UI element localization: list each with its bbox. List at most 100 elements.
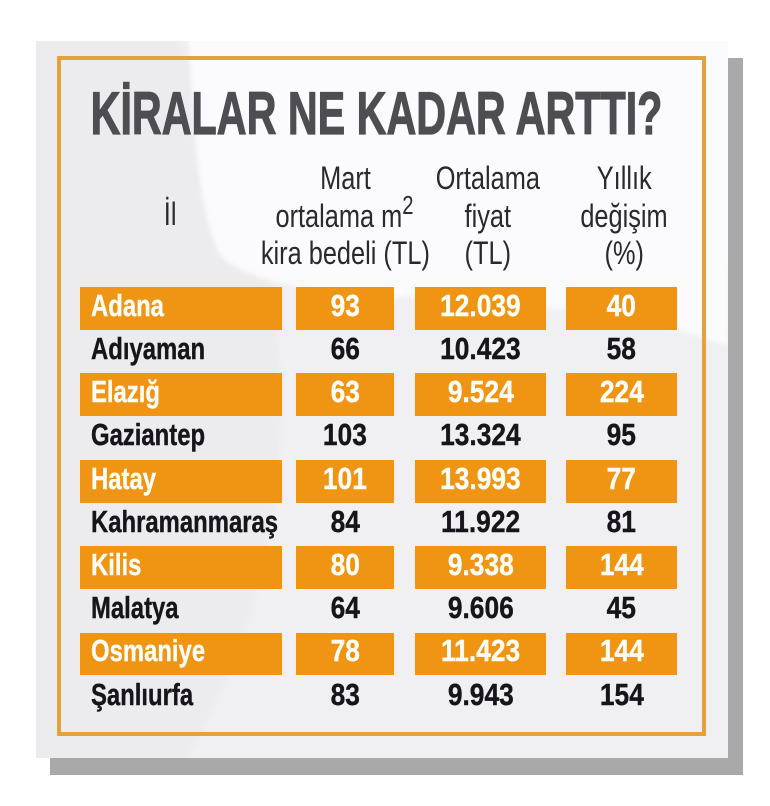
cell-yearly-change: 144 (566, 632, 677, 676)
cell-average-price: 13.993 (415, 459, 546, 503)
cell-text: 9.338 (447, 547, 514, 583)
cell-text: Hatay (91, 460, 157, 496)
cell-text: 9.606 (447, 590, 514, 626)
column-header-degisim: Yıllık değişim (%) (524, 160, 724, 273)
cell-text: 40 (606, 287, 637, 323)
cell-text: 224 (599, 374, 644, 410)
header-line: Yıllık (524, 160, 724, 198)
cell-yearly-change: 58 (566, 330, 677, 373)
cell-text: Kilis (91, 547, 142, 583)
column-header-fiyat: Ortalama fiyat (TL) (388, 160, 588, 273)
cell-province: Kahramanmaraş (80, 503, 282, 546)
cell-rent-per-m2: 63 (296, 373, 394, 417)
cell-rent-per-m2: 83 (296, 676, 394, 719)
header-line-text: kira bedeli (TL) (260, 235, 430, 271)
cell-text: 84 (330, 503, 360, 539)
header-line-text: Ortalama (435, 160, 541, 196)
cell-text: 95 (606, 417, 637, 453)
cell-text: 77 (606, 460, 637, 496)
cell-text: 11.922 (440, 503, 521, 539)
cell-text: Osmaniye (91, 633, 206, 669)
cell-text: 13.993 (440, 460, 521, 496)
cell-yearly-change: 224 (566, 373, 677, 417)
cell-text: 103 (323, 417, 367, 453)
cell-rent-per-m2: 80 (296, 546, 394, 589)
cell-rent-per-m2: 66 (296, 330, 394, 373)
cell-average-price: 10.423 (415, 330, 546, 373)
cell-text: 101 (323, 460, 367, 496)
header-line-text: İl (163, 196, 177, 232)
superscript-2: 2 (402, 189, 415, 220)
cell-province: Kilis (80, 546, 282, 589)
cell-rent-per-m2: 101 (296, 459, 394, 503)
cell-text: 144 (599, 547, 644, 583)
cell-text: 12.039 (440, 287, 521, 323)
header-line: değişim (524, 198, 724, 236)
watermark-highlight (188, 41, 728, 346)
cell-text: 80 (330, 547, 360, 583)
cell-average-price: 9.943 (415, 676, 546, 719)
page-title-text: KİRALAR NE KADAR ARTTI? (90, 80, 663, 147)
cell-average-price: 9.606 (415, 589, 546, 632)
cell-average-price: 9.338 (415, 546, 546, 589)
header-line-text-main: ortalama m (275, 197, 403, 234)
header-line-text: Mart (319, 160, 371, 196)
page-title: KİRALAR NE KADAR ARTTI? (57, 80, 706, 147)
cell-average-price: 12.039 (415, 287, 546, 330)
column-header-il: İl (120, 196, 220, 234)
cell-text: 64 (330, 590, 360, 626)
cell-rent-per-m2: 93 (296, 287, 394, 330)
cell-province: Adıyaman (80, 330, 282, 373)
cell-text: 81 (606, 503, 637, 539)
cell-text: Adana (91, 287, 164, 323)
cell-rent-per-m2: 64 (296, 589, 394, 632)
cell-text: 9.943 (447, 676, 514, 712)
cell-average-price: 11.423 (415, 632, 546, 676)
cell-text: 83 (330, 676, 360, 712)
cell-text: 58 (606, 331, 637, 367)
header-line-text: (TL) (464, 235, 512, 271)
cell-yearly-change: 95 (566, 417, 677, 460)
cell-province: Adana (80, 287, 282, 330)
cell-yearly-change: 77 (566, 459, 677, 503)
header-line-text: fiyat (464, 197, 512, 234)
cell-text: Adıyaman (91, 331, 206, 367)
header-line: ortalama m2 (225, 192, 465, 236)
cell-text: 10.423 (440, 331, 521, 367)
cell-average-price: 11.922 (415, 503, 546, 546)
cell-text: 78 (330, 633, 360, 669)
cell-text: Şanlıurfa (91, 676, 194, 712)
header-line: İl (120, 196, 220, 234)
cell-rent-per-m2: 103 (296, 417, 394, 460)
cell-province: Hatay (80, 459, 282, 503)
cell-yearly-change: 45 (566, 589, 677, 632)
cell-average-price: 9.524 (415, 373, 546, 417)
cell-province: Malatya (80, 589, 282, 632)
header-line-text: Yıllık (596, 160, 652, 196)
cell-text: 144 (599, 633, 644, 669)
cell-rent-per-m2: 84 (296, 503, 394, 546)
cell-text: 66 (330, 331, 360, 367)
header-line-text: ortalama m2 (275, 192, 414, 236)
header-line-text: (%) (604, 235, 644, 271)
cell-province: Gaziantep (80, 417, 282, 460)
cell-text: 93 (330, 287, 360, 323)
header-line: Mart (225, 160, 465, 198)
table-frame-border (57, 56, 706, 736)
cell-average-price: 13.324 (415, 417, 546, 460)
cell-text: 45 (606, 590, 637, 626)
cell-text: 9.524 (447, 374, 514, 410)
cell-text: 154 (599, 676, 644, 712)
header-line: (%) (524, 235, 724, 273)
cell-text: 63 (330, 374, 360, 410)
header-line: Ortalama (388, 160, 588, 198)
cell-text: Malatya (91, 590, 179, 626)
cell-rent-per-m2: 78 (296, 632, 394, 676)
cell-text: 13.324 (440, 417, 521, 453)
header-line: kira bedeli (TL) (225, 235, 465, 273)
cell-province: Osmaniye (80, 632, 282, 676)
cell-yearly-change: 144 (566, 546, 677, 589)
cell-text: Gaziantep (91, 417, 206, 453)
cell-province: Şanlıurfa (80, 676, 282, 719)
